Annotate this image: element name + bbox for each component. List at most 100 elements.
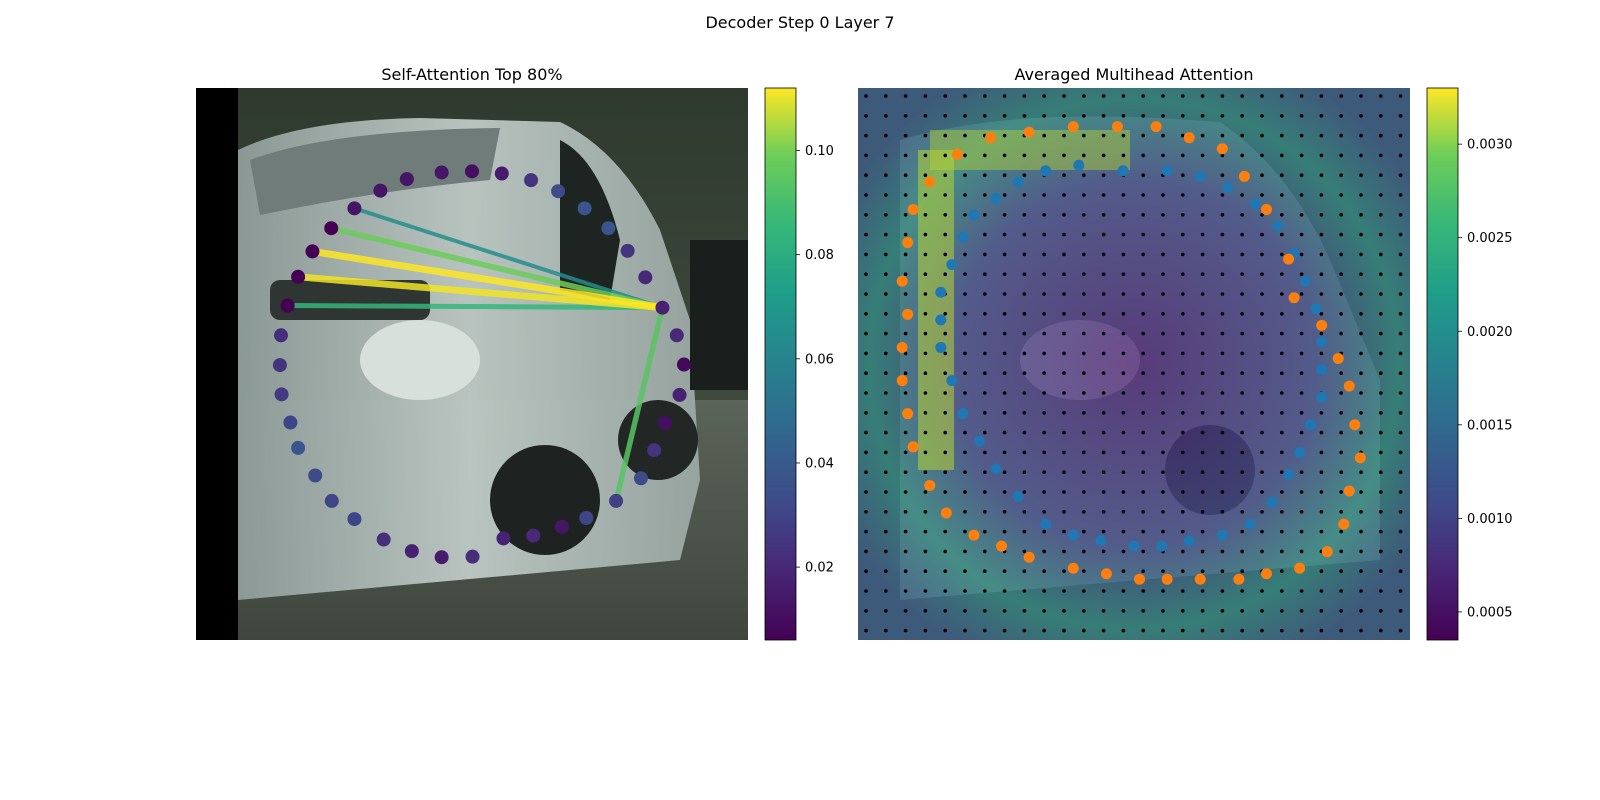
sampling-grid-dot [884, 411, 888, 415]
sampling-grid-dot [1379, 351, 1383, 356]
figure-suptitle: Decoder Step 0 Layer 7 [705, 13, 895, 32]
sampling-grid-dot [1339, 569, 1343, 573]
sampling-grid-dot [963, 312, 967, 316]
reference-point [984, 132, 996, 144]
sampling-grid-dot [1022, 371, 1027, 376]
sampling-grid-dot [1299, 193, 1304, 197]
sampling-grid-dot [1022, 589, 1027, 593]
reference-point [1111, 121, 1123, 133]
sampling-grid-dot [943, 114, 947, 118]
sampling-grid-dot [884, 609, 888, 613]
sampling-grid-dot [864, 569, 868, 573]
colorbar-tick-label: 0.0015 [1467, 418, 1513, 433]
sampling-grid-dot [1359, 331, 1363, 336]
sampling-grid-dot [943, 628, 947, 633]
sampling-grid-dot [1280, 490, 1284, 494]
sampling-grid-dot [1022, 391, 1027, 395]
sampling-grid-dot [963, 331, 967, 336]
sampling-grid-dot [1260, 628, 1264, 633]
sampling-grid-dot [1141, 193, 1145, 197]
attention-line [330, 225, 664, 311]
sampling-grid-dot [1141, 133, 1145, 138]
sampling-grid-dot [1200, 272, 1205, 277]
reference-point [935, 286, 947, 298]
sampling-grid-dot [884, 133, 888, 138]
sampling-grid-dot [923, 628, 928, 633]
sampling-grid-dot [1319, 430, 1324, 435]
attention-point [280, 298, 295, 313]
sampling-grid-dot [1398, 94, 1403, 98]
sampling-grid-dot [1022, 549, 1027, 554]
sampling-grid-dot [1141, 391, 1145, 395]
sampling-grid-dot [1022, 252, 1027, 257]
attention-point [577, 201, 592, 216]
sampling-grid-dot [884, 589, 888, 593]
sampling-grid-dot [1181, 371, 1185, 376]
sampling-grid-dot [923, 430, 928, 435]
sampling-grid-dot [1062, 272, 1066, 277]
sampling-grid-dot [1121, 529, 1126, 534]
sampling-grid-dot [1280, 252, 1284, 257]
sampling-grid-dot [983, 193, 987, 197]
reference-point [1194, 573, 1206, 585]
sampling-grid-dot [1002, 569, 1007, 573]
sampling-grid-dot [1161, 430, 1165, 435]
sampling-grid-dot [1181, 114, 1185, 118]
attention-point [283, 415, 298, 430]
reference-point [1316, 364, 1328, 376]
right-photo-background [858, 88, 1410, 640]
reference-point [1117, 165, 1129, 177]
sampling-grid-dot [903, 351, 908, 356]
sampling-grid-dot [1200, 252, 1205, 257]
sampling-grid-dot [864, 470, 868, 475]
reference-point [1216, 529, 1228, 541]
sampling-grid-dot [1141, 609, 1145, 613]
reference-point [1260, 568, 1272, 580]
sampling-grid-dot [1398, 450, 1403, 455]
sampling-grid-dot [903, 292, 908, 296]
sampling-grid-dot [1181, 292, 1185, 296]
sampling-grid-dot [1200, 331, 1205, 336]
sampling-grid-dot [903, 252, 908, 257]
sampling-grid-dot [1002, 153, 1007, 158]
sampling-grid-dot [1339, 450, 1343, 455]
sampling-grid-dot [1339, 213, 1343, 217]
sampling-grid-dot [1082, 272, 1086, 277]
reference-point [1283, 253, 1295, 265]
sampling-grid-dot [1101, 252, 1106, 257]
sampling-grid-dot [923, 153, 928, 158]
sampling-grid-dot [1379, 510, 1383, 514]
sampling-grid-dot [1359, 232, 1363, 237]
attention-point [324, 221, 339, 236]
sampling-grid-dot [1161, 589, 1165, 593]
sampling-grid-dot [963, 114, 967, 118]
attention-point [308, 468, 323, 483]
reference-point [968, 209, 980, 221]
sampling-grid-dot [1220, 331, 1225, 336]
sampling-grid-dot [1022, 351, 1027, 356]
sampling-grid-dot [1082, 470, 1086, 475]
sampling-grid-dot [923, 411, 928, 415]
sampling-grid-dot [1062, 490, 1066, 494]
sampling-grid-dot [923, 470, 928, 475]
sampling-grid-dot [943, 430, 947, 435]
sampling-grid-dot [1022, 490, 1027, 494]
sampling-grid-dot [864, 232, 868, 237]
sampling-grid-dot [884, 470, 888, 475]
sampling-grid-dot [1299, 470, 1304, 475]
sampling-grid-dot [1240, 411, 1244, 415]
sampling-grid-dot [1141, 252, 1145, 257]
sampling-grid-dot [903, 450, 908, 455]
sampling-grid-dot [1398, 391, 1403, 395]
sampling-grid-dot [1379, 391, 1383, 395]
sampling-grid-dot [1200, 193, 1205, 197]
sampling-grid-dot [1161, 312, 1165, 316]
sampling-grid-dot [1082, 94, 1086, 98]
sampling-grid-dot [1339, 589, 1343, 593]
sampling-grid-dot [1398, 114, 1403, 118]
sampling-grid-dot [1200, 450, 1205, 455]
sampling-grid-dot [1299, 371, 1304, 376]
sampling-grid-dot [1022, 331, 1027, 336]
sampling-grid-dot [1101, 193, 1106, 197]
sampling-grid-dot [1082, 153, 1086, 158]
